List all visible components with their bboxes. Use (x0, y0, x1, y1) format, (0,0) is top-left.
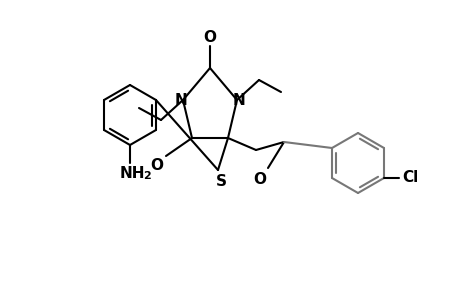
Text: 2: 2 (143, 171, 151, 181)
Text: S: S (215, 173, 226, 188)
Text: N: N (174, 92, 187, 107)
Text: O: O (253, 172, 266, 187)
Text: Cl: Cl (401, 170, 417, 185)
Text: O: O (150, 158, 163, 172)
Text: N: N (232, 92, 245, 107)
Text: NH: NH (119, 166, 145, 181)
Text: O: O (203, 29, 216, 44)
